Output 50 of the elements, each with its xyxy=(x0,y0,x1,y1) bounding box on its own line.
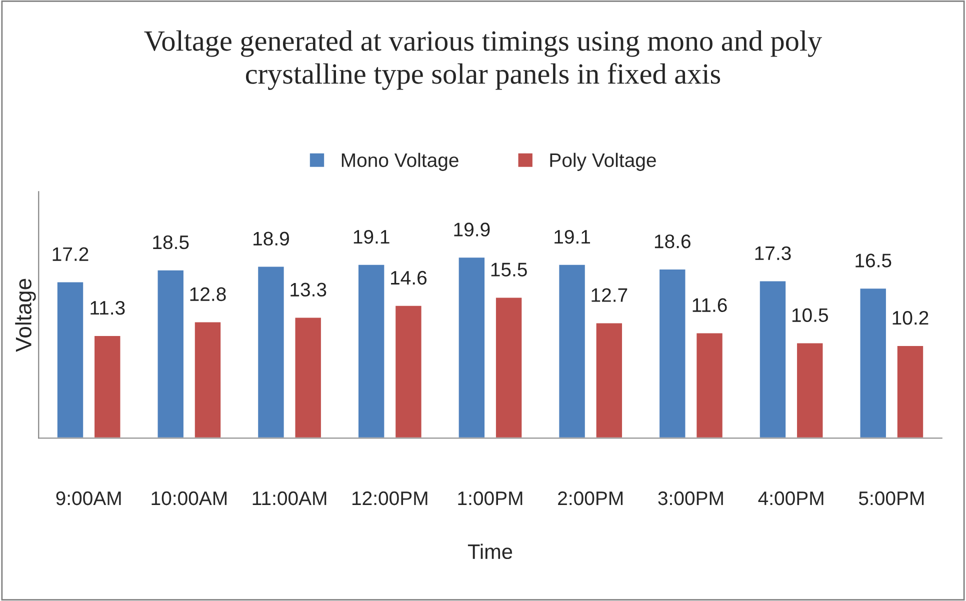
data-label: 18.5 xyxy=(153,235,189,250)
x-tick-label: 9:00AM xyxy=(56,491,121,506)
bar xyxy=(256,265,286,438)
bar xyxy=(796,342,824,438)
bar xyxy=(56,280,84,438)
data-label: 17.3 xyxy=(755,246,791,260)
data-label: 16.5 xyxy=(856,254,892,268)
data-label: 15.5 xyxy=(491,262,527,276)
bar xyxy=(93,334,122,438)
x-tick-label: 4:00PM xyxy=(758,491,824,506)
data-label: 12.7 xyxy=(592,288,628,302)
data-label: 13.3 xyxy=(290,282,326,297)
x-tick-label: 11:00AM xyxy=(252,491,326,506)
x-axis-title: Time xyxy=(468,544,512,560)
bar xyxy=(457,256,486,438)
y-axis-title: Voltage xyxy=(15,278,36,352)
x-tick-label: 12:00PM xyxy=(352,491,428,506)
bar xyxy=(558,264,586,438)
bar xyxy=(594,322,624,438)
data-label: 11.6 xyxy=(692,298,727,312)
data-label: 14.6 xyxy=(391,270,427,285)
legend-label: Mono Voltage xyxy=(342,152,458,171)
data-label: 18.6 xyxy=(654,234,690,248)
data-label: 10.5 xyxy=(792,308,828,322)
bar xyxy=(858,287,888,438)
x-tick-label: 3:00PM xyxy=(658,491,723,506)
legend-label: Poly Voltage xyxy=(550,152,656,171)
data-label: 19.1 xyxy=(554,230,590,244)
bar xyxy=(896,344,924,438)
data-label: 12.8 xyxy=(190,287,226,302)
data-label: 18.9 xyxy=(254,232,289,246)
data-label: 10.2 xyxy=(892,310,928,325)
x-tick-label: 10:00AM xyxy=(152,491,226,506)
bar xyxy=(357,264,386,438)
data-label: 19.1 xyxy=(354,230,390,244)
bar xyxy=(394,304,423,438)
bar xyxy=(494,296,524,438)
bar xyxy=(658,268,687,438)
bar xyxy=(156,268,185,438)
data-label: 17.2 xyxy=(52,247,88,261)
data-label: 11.3 xyxy=(90,300,125,315)
bar xyxy=(758,280,787,438)
bar xyxy=(294,316,322,438)
bar xyxy=(695,332,724,438)
data-label: 19.9 xyxy=(454,222,490,236)
chart-title: Voltage generated at various timings using mono and poly crystalline type solar panels in fixed axis xyxy=(144,30,822,90)
x-tick-label: 5:00PM xyxy=(858,491,924,506)
x-tick-label: 1:00PM xyxy=(458,491,522,506)
bar xyxy=(194,320,222,438)
x-tick-label: 2:00PM xyxy=(558,491,623,506)
